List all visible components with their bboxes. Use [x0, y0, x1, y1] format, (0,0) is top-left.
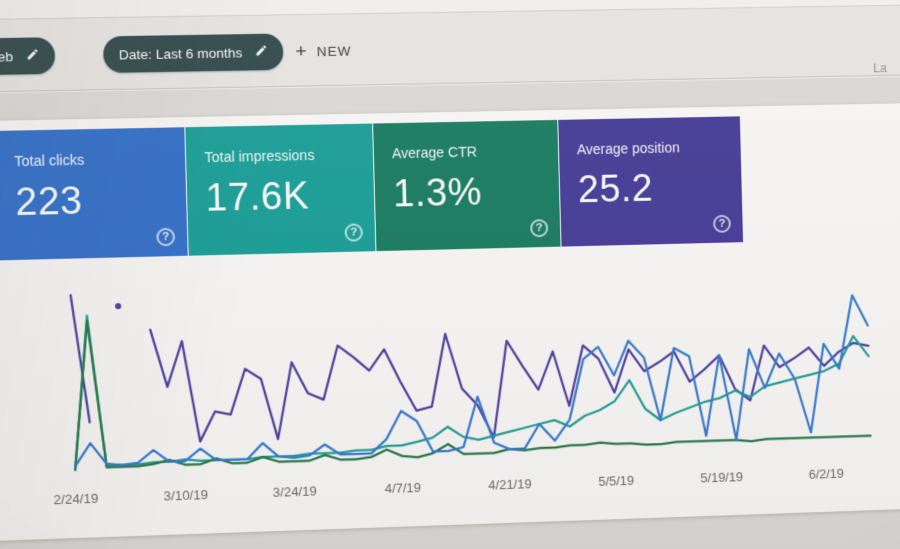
filter-chip-search-type-label: type: Web	[0, 48, 14, 65]
filter-chip-date-range[interactable]: Date: Last 6 months	[102, 33, 284, 73]
pencil-icon[interactable]	[254, 44, 268, 60]
new-filter-button[interactable]: + NEW	[295, 41, 352, 63]
chart-line-total-impressions	[71, 295, 871, 470]
x-axis-label: 2/24/19	[53, 490, 99, 508]
pencil-icon[interactable]	[25, 48, 39, 65]
filter-chip-search-type[interactable]: type: Web	[0, 37, 55, 76]
x-axis-label: 3/10/19	[163, 486, 209, 504]
performance-chart-svg	[0, 102, 900, 541]
filter-chip-date-range-label: Date: Last 6 months	[118, 44, 243, 63]
truncated-right-text: La	[873, 61, 887, 76]
x-axis-label: 5/5/19	[598, 472, 635, 489]
x-axis-label: 5/19/19	[700, 469, 744, 486]
chart-line-average-ctr	[71, 300, 871, 470]
x-axis-label: 4/7/19	[384, 479, 422, 497]
plus-icon: +	[295, 41, 307, 63]
new-filter-button-label: NEW	[316, 43, 352, 60]
chart-line-average-position	[71, 275, 871, 451]
chart-area[interactable]: 2/24/19 3/10/19 3/24/19 4/7/19 4/21/19 5…	[0, 102, 900, 541]
x-axis-label: 4/21/19	[488, 476, 532, 493]
filter-bar: type: Web Date: Last 6 months + NEW La	[0, 3, 900, 93]
performance-panel: Total clicks 223 ? Total impressions 17.…	[0, 101, 900, 541]
x-axis-label: 6/2/19	[808, 465, 845, 482]
x-axis-label: 3/24/19	[272, 483, 317, 500]
